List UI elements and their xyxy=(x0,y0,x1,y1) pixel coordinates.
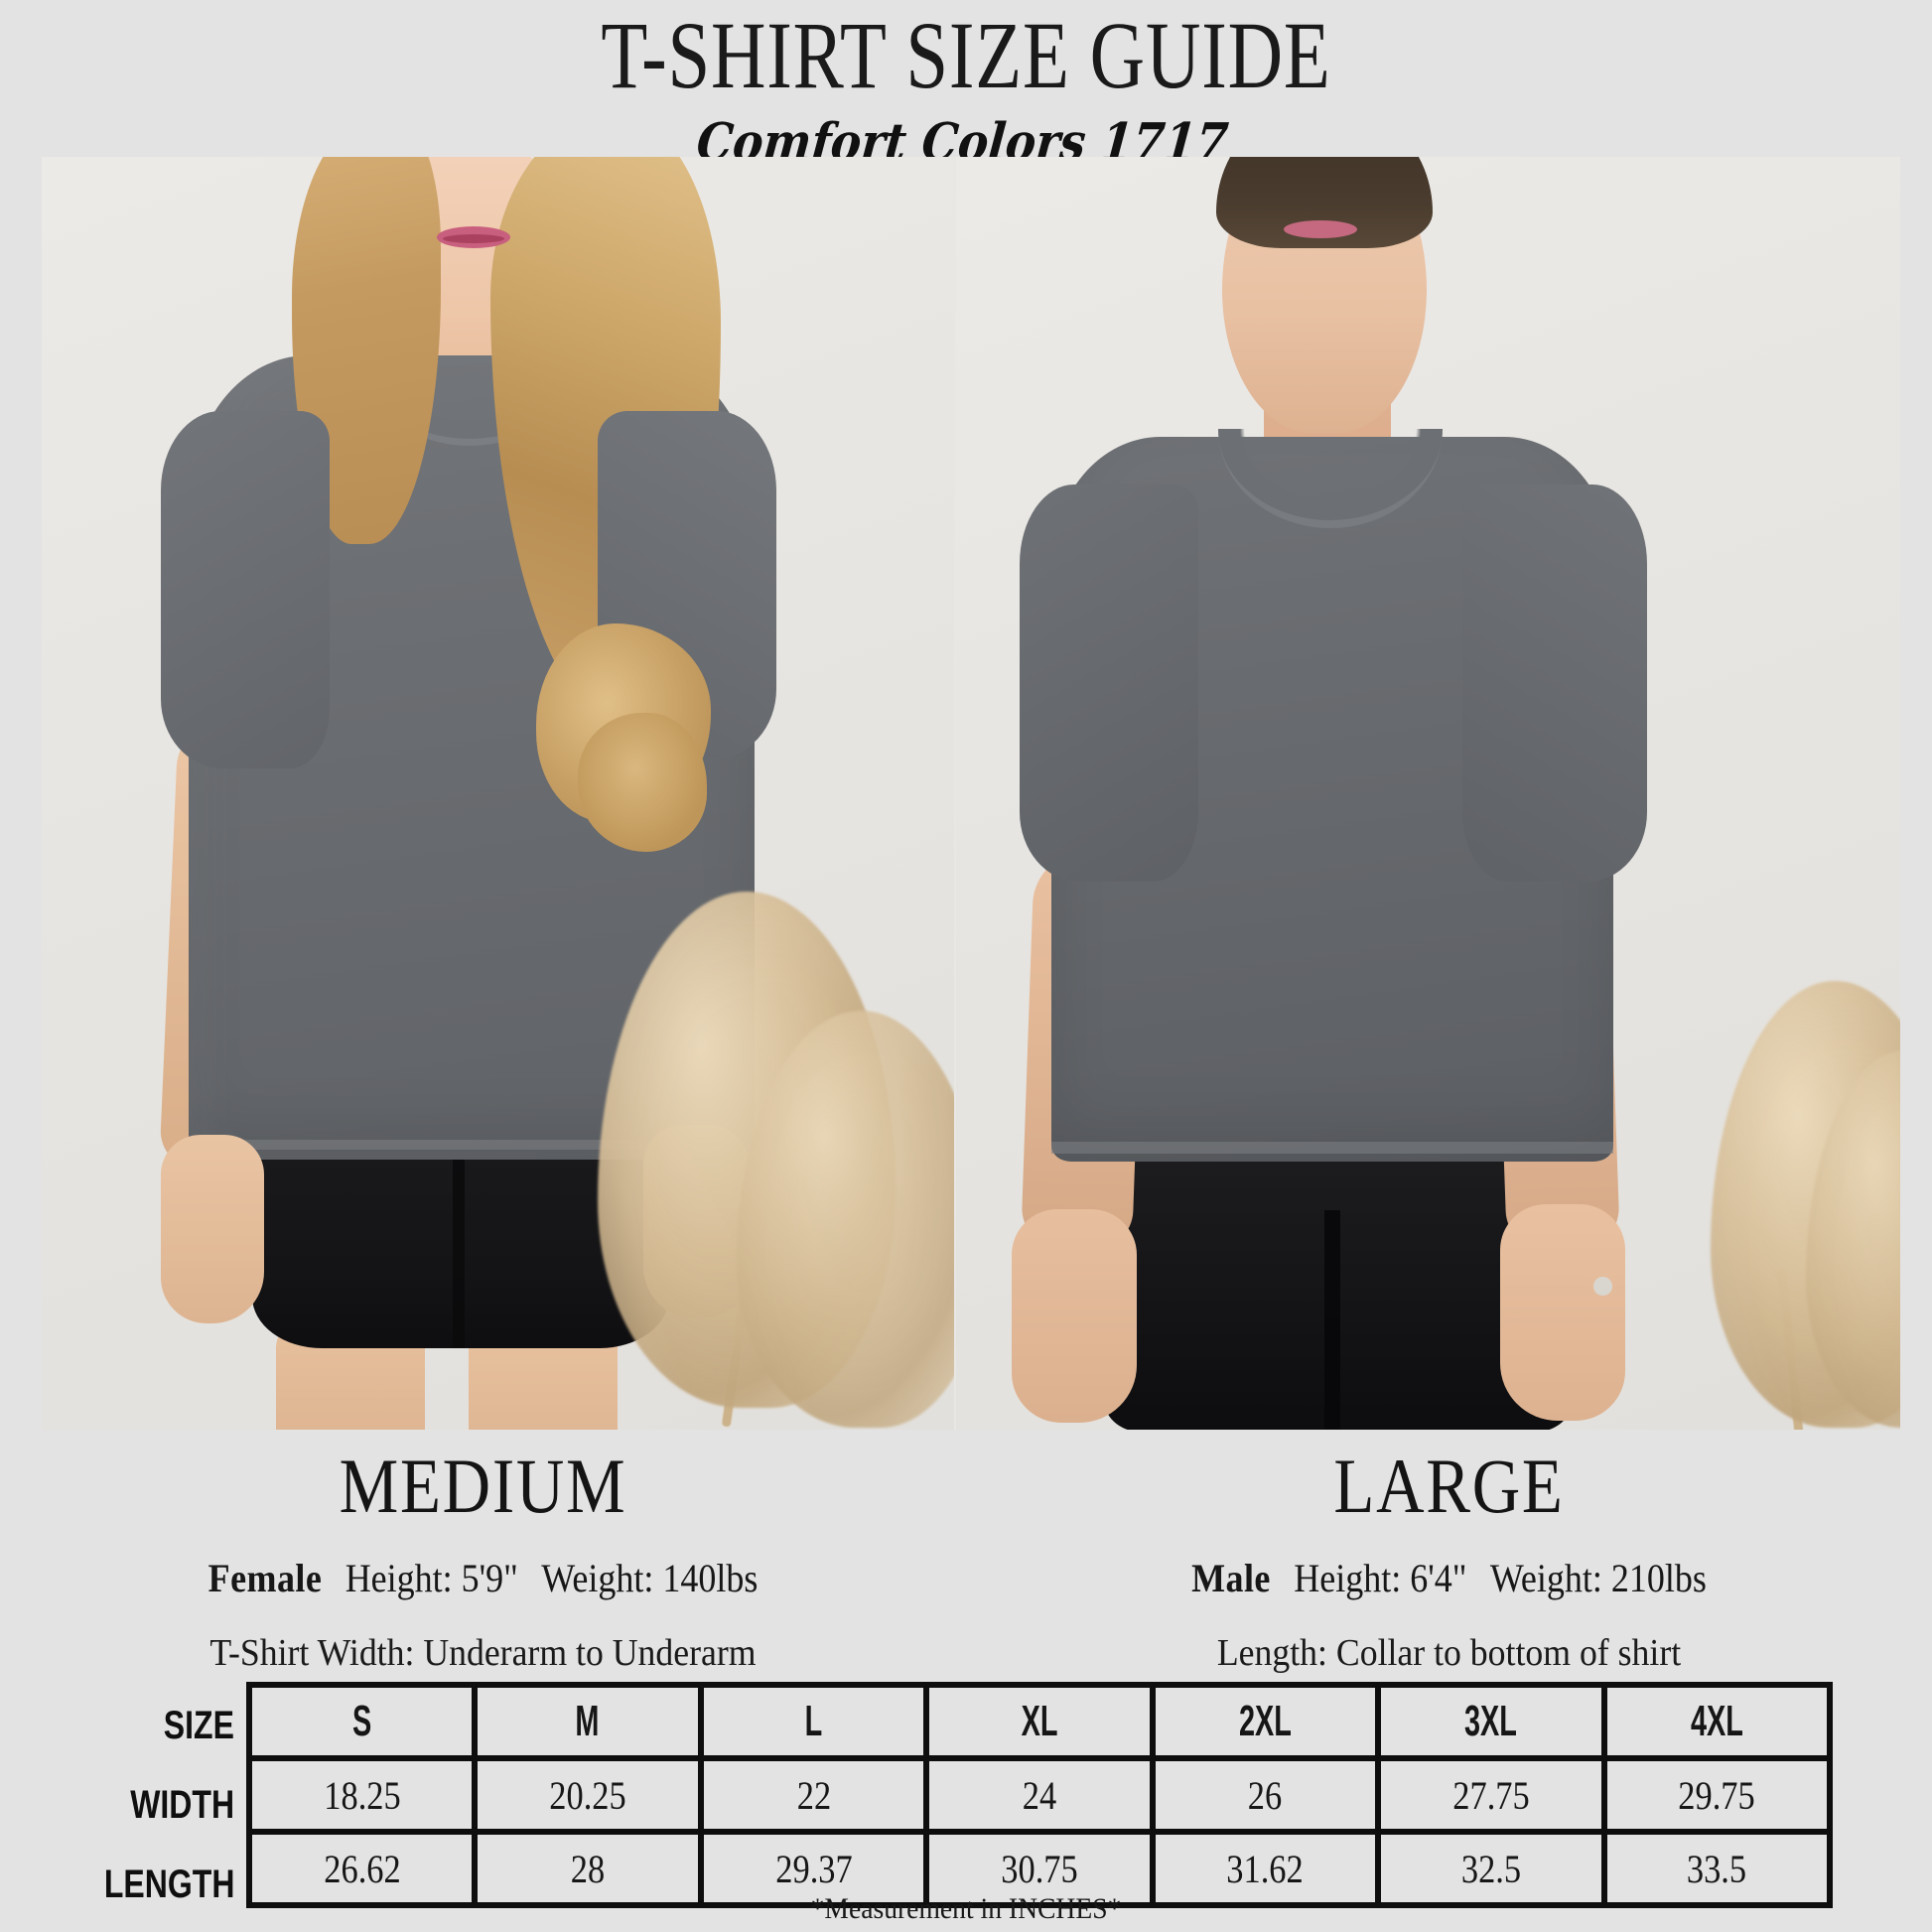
model-photo-strip xyxy=(42,157,1900,1430)
row-label-size: SIZE xyxy=(163,1704,234,1747)
cell-length-3xl: 32.5 xyxy=(1375,1829,1607,1908)
hair-curl-end xyxy=(578,713,707,852)
page-title: T-SHIRT SIZE GUIDE xyxy=(601,2,1331,108)
header: T-SHIRT SIZE GUIDE Comfort Colors 1717 xyxy=(0,0,1932,174)
measurement-footnote: *Measurement in INCHES* xyxy=(810,1892,1122,1925)
table-row-length: 26.62 28 29.37 30.75 31.62 32.5 33.5 xyxy=(245,1829,1834,1908)
tshirt-sleeve-right xyxy=(1462,484,1648,882)
size-label-medium: MEDIUM xyxy=(339,1443,627,1529)
cell-width-3xl: 27.75 xyxy=(1375,1755,1607,1835)
cell-width-xl: 24 xyxy=(923,1755,1156,1835)
col-header-4xl: 4XL xyxy=(1621,1682,1812,1761)
table-header-row: S M L XL 2XL 3XL 4XL xyxy=(249,1682,1830,1761)
cell-length-m: 28 xyxy=(472,1829,704,1908)
col-header-2xl: 2XL xyxy=(1170,1682,1361,1761)
hand-right xyxy=(1500,1204,1626,1421)
lips xyxy=(437,226,510,248)
measure-note-length: Length: Collar to bottom of shirt xyxy=(1216,1632,1682,1674)
cell-width-l: 22 xyxy=(697,1755,930,1835)
col-header-3xl: 3XL xyxy=(1396,1682,1587,1761)
ring xyxy=(1593,1277,1613,1296)
model-photo-female-medium xyxy=(42,157,955,1430)
cell-length-xl: 30.75 xyxy=(923,1829,1156,1908)
col-header-xl: XL xyxy=(944,1682,1135,1761)
stats-male: Male Height: 6'4" Weight: 210lbs xyxy=(1015,1525,1884,1598)
cell-length-4xl: 33.5 xyxy=(1600,1829,1834,1908)
col-header-s: S xyxy=(267,1682,458,1761)
height-label-male: Height: 6'4" xyxy=(1294,1556,1467,1600)
caption-female: MEDIUM Female Height: 5'9" Weight: 140lbs … xyxy=(0,1430,966,1674)
cell-width-s: 18.25 xyxy=(245,1755,479,1835)
col-header-m: M xyxy=(492,1682,683,1761)
gender-label-male: Male xyxy=(1191,1556,1271,1600)
caption-male: LARGE Male Height: 6'4" Weight: 210lbs Len… xyxy=(966,1430,1932,1674)
measure-note-width: T-Shirt Width: Underarm to Underarm xyxy=(209,1632,757,1674)
size-label-large: LARGE xyxy=(1333,1443,1565,1529)
stats-female: Female Height: 5'9" Weight: 140lbs xyxy=(49,1525,918,1598)
cell-length-2xl: 31.62 xyxy=(1149,1829,1382,1908)
model-photo-male-large xyxy=(954,157,1900,1430)
lips xyxy=(1284,220,1358,238)
cell-width-m: 20.25 xyxy=(472,1755,704,1835)
gender-label-female: Female xyxy=(207,1556,323,1600)
weight-label-male: Weight: 210lbs xyxy=(1489,1556,1707,1600)
weight-label-female: Weight: 140lbs xyxy=(541,1556,759,1600)
hand-left xyxy=(1012,1209,1138,1423)
cell-length-l: 29.37 xyxy=(697,1829,930,1908)
row-label-length: LENGTH xyxy=(103,1863,234,1906)
hand-left xyxy=(161,1135,264,1323)
tshirt-sleeve-left xyxy=(161,411,330,768)
size-chart-table-wrap: S M L XL 2XL 3XL 4XL 18.25 20.25 22 24 2… xyxy=(0,1682,1932,1908)
black-jeans xyxy=(1105,1125,1573,1430)
caption-block: MEDIUM Female Height: 5'9" Weight: 140lbs … xyxy=(0,1430,1932,1688)
col-header-l: L xyxy=(718,1682,909,1761)
cell-width-2xl: 26 xyxy=(1149,1755,1382,1835)
cell-length-s: 26.62 xyxy=(245,1829,479,1908)
size-chart-table: S M L XL 2XL 3XL 4XL 18.25 20.25 22 24 2… xyxy=(245,1682,1834,1908)
row-label-width: WIDTH xyxy=(130,1783,234,1827)
cell-width-4xl: 29.75 xyxy=(1600,1755,1834,1835)
table-row-width: 18.25 20.25 22 24 26 27.75 29.75 xyxy=(245,1755,1834,1835)
height-label-female: Height: 5'9" xyxy=(345,1556,518,1600)
tshirt-sleeve-left xyxy=(1020,484,1199,882)
